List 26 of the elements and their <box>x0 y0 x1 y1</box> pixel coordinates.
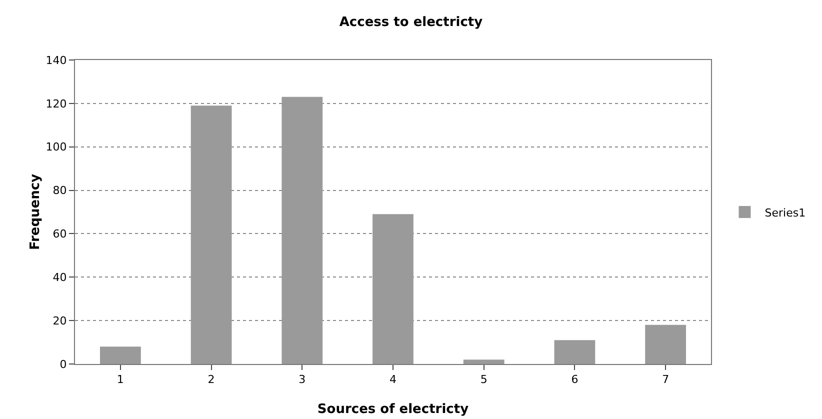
y-tick-label: 80 <box>52 184 67 198</box>
chart-title: Access to electricty <box>339 14 484 30</box>
bar <box>463 360 504 364</box>
bar <box>554 340 596 364</box>
x-tick-label: 1 <box>116 373 124 386</box>
x-axis-title: Sources of electricty <box>317 402 470 417</box>
y-tick-label: 40 <box>52 270 67 284</box>
y-axis-title: Frequency <box>28 173 43 250</box>
bar <box>100 346 141 364</box>
x-tick-label: 2 <box>208 373 215 386</box>
x-tick-label: 6 <box>571 373 578 386</box>
y-tick-label: 0 <box>60 358 67 371</box>
bar <box>645 324 686 364</box>
y-tick-label: 20 <box>52 314 67 328</box>
x-tick-label: 4 <box>390 373 396 386</box>
x-tick-label: 3 <box>298 373 306 386</box>
y-tick-label: 140 <box>46 54 67 67</box>
x-tick-label: 5 <box>480 373 488 386</box>
bar <box>190 106 232 364</box>
y-tick-label: 60 <box>52 228 67 241</box>
y-tick-label: 120 <box>46 97 67 110</box>
y-tick-label: 100 <box>46 140 67 154</box>
bar <box>372 214 414 364</box>
bar <box>282 96 323 364</box>
x-tick-label: 7 <box>662 373 670 386</box>
legend-label: Series1 <box>764 206 806 220</box>
